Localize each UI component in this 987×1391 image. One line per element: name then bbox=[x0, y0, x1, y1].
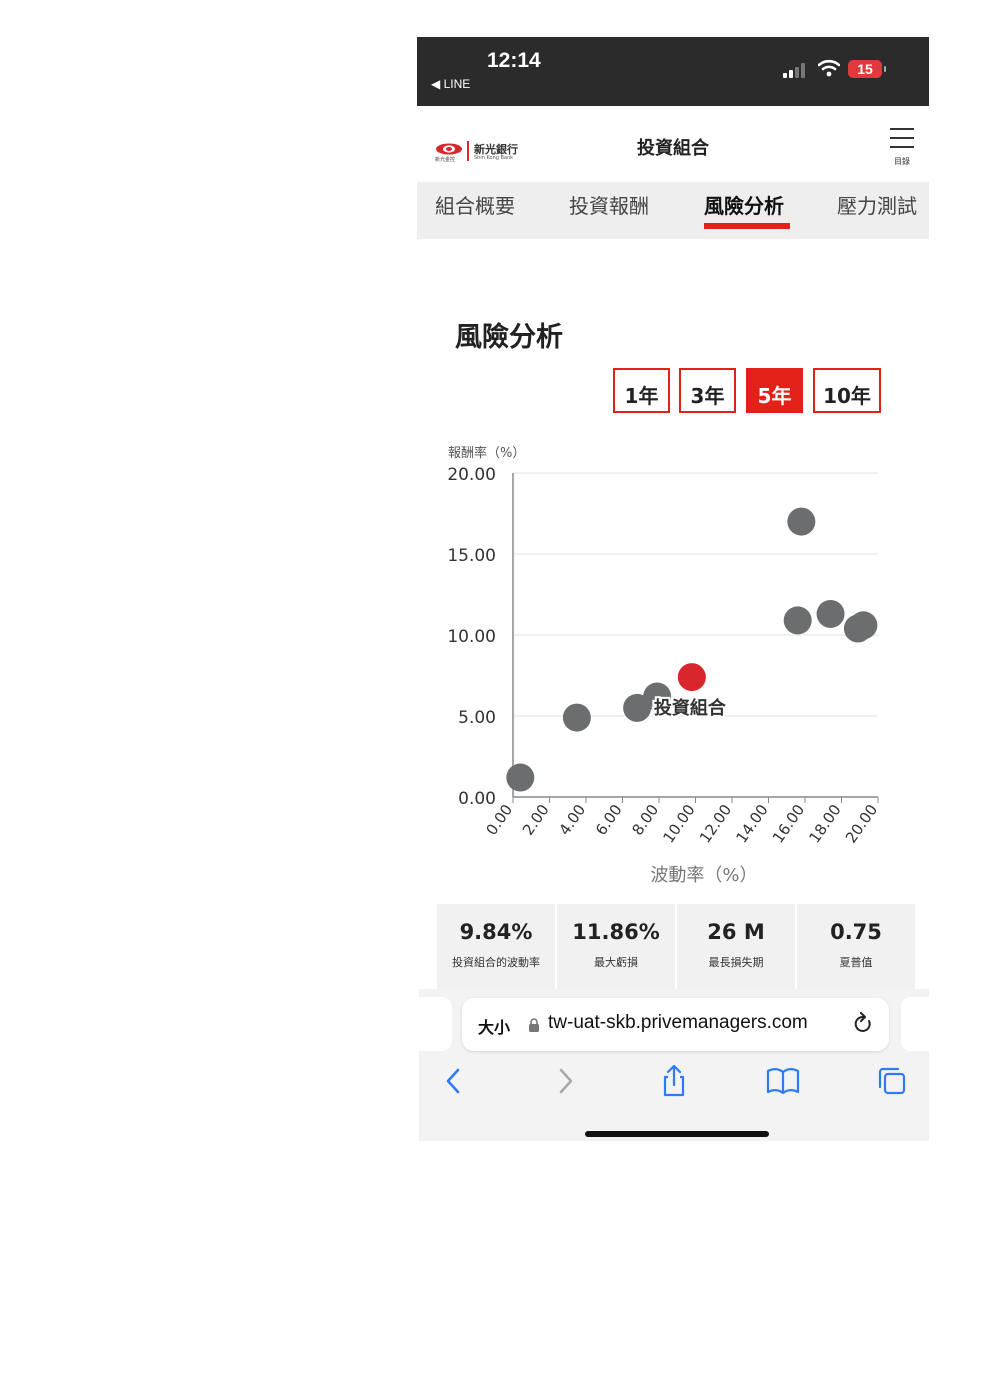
portfolio-point-label: 投資組合 bbox=[654, 697, 727, 719]
stat-label: 最大虧損 bbox=[594, 956, 638, 969]
share-icon[interactable] bbox=[656, 1063, 692, 1099]
shin-kong-bank-logo[interactable]: 新光銀行 Shin Kong Bank 新光金控 bbox=[435, 141, 545, 165]
battery-icon: 15 bbox=[848, 60, 882, 78]
reload-icon[interactable] bbox=[852, 1012, 874, 1036]
y-tick-label: 0.00 bbox=[458, 789, 496, 809]
page-title: 投資組合 bbox=[637, 138, 709, 159]
x-tick-label: 4.00 bbox=[555, 801, 589, 839]
scatter-point bbox=[643, 682, 672, 711]
stat-value: 11.86% bbox=[572, 920, 660, 944]
lock-icon bbox=[529, 1018, 539, 1032]
forward-icon[interactable] bbox=[547, 1063, 583, 1099]
tab-overview[interactable]: 組合概要 bbox=[435, 194, 515, 218]
stat-portfolio-volatility: 9.84% 投資組合的波動率 bbox=[437, 904, 555, 989]
address-bar[interactable]: 大小 tw-uat-skb.privemanagers.com bbox=[462, 998, 889, 1051]
phone-screen: 12:14 ◀ LINE 15 新光銀行 Shin Kong Bank 新光金控… bbox=[417, 37, 929, 1141]
x-tick-label: 2.00 bbox=[519, 801, 553, 839]
x-tick-label: 20.00 bbox=[842, 801, 881, 847]
stat-sharpe-ratio: 0.75 夏普值 bbox=[797, 904, 915, 989]
tab-bar: 組合概要 投資報酬 風險分析 壓力測試 bbox=[417, 182, 929, 239]
tabs-icon[interactable] bbox=[874, 1063, 910, 1099]
y-axis-title: 報酬率（%） bbox=[448, 445, 525, 461]
stat-max-drawdown: 11.86% 最大虧損 bbox=[557, 904, 675, 989]
x-tick-label: 18.00 bbox=[805, 801, 844, 847]
app-header: 新光銀行 Shin Kong Bank 新光金控 投資組合 目錄 bbox=[417, 106, 929, 182]
x-tick-label: 12.00 bbox=[696, 801, 735, 847]
brand-subname: 新光金控 bbox=[435, 157, 456, 163]
x-tick-label: 10.00 bbox=[659, 801, 698, 847]
back-to-app-link[interactable]: ◀ LINE bbox=[431, 77, 471, 91]
y-tick-label: 5.00 bbox=[458, 708, 496, 728]
menu-button[interactable]: 目錄 bbox=[889, 128, 915, 168]
back-icon[interactable] bbox=[436, 1063, 472, 1099]
menu-label: 目錄 bbox=[894, 157, 910, 166]
previous-tab-preview[interactable] bbox=[419, 997, 452, 1051]
y-tick-label: 20.00 bbox=[447, 465, 496, 485]
period-button-3y[interactable]: 3年 bbox=[679, 368, 736, 413]
x-tick-label: 16.00 bbox=[769, 801, 808, 847]
x-tick-label: 8.00 bbox=[628, 801, 662, 839]
y-tick-label: 10.00 bbox=[447, 627, 496, 647]
scatter-point bbox=[849, 611, 878, 640]
stat-value: 26 M bbox=[707, 920, 765, 944]
scatter-point bbox=[816, 599, 845, 628]
tab-returns[interactable]: 投資報酬 bbox=[569, 194, 649, 218]
stat-label: 最長損失期 bbox=[708, 956, 764, 969]
status-time: 12:14 bbox=[487, 49, 541, 72]
active-tab-indicator bbox=[704, 223, 790, 229]
tab-risk-analysis[interactable]: 風險分析 bbox=[704, 194, 784, 218]
period-button-1y[interactable]: 1年 bbox=[613, 368, 670, 413]
bank-logo-icon bbox=[436, 143, 462, 155]
scatter-point bbox=[783, 606, 812, 635]
home-indicator[interactable] bbox=[585, 1131, 769, 1137]
x-tick-label: 14.00 bbox=[732, 801, 771, 847]
portfolio-point bbox=[677, 663, 706, 692]
status-bar: 12:14 ◀ LINE 15 bbox=[417, 37, 929, 106]
brand-name-cn: 新光銀行 bbox=[474, 143, 518, 156]
url-text[interactable]: tw-uat-skb.privemanagers.com bbox=[548, 1012, 808, 1033]
stat-longest-loss-period: 26 M 最長損失期 bbox=[677, 904, 795, 989]
text-size-button[interactable]: 大小 bbox=[478, 1018, 511, 1037]
tab-stress-test[interactable]: 壓力測試 bbox=[837, 194, 917, 218]
y-tick-label: 15.00 bbox=[447, 546, 496, 566]
next-tab-preview[interactable] bbox=[901, 997, 929, 1051]
x-tick-label: 6.00 bbox=[592, 801, 626, 839]
x-axis-title: 波動率（%） bbox=[650, 865, 757, 886]
brand-name-en: Shin Kong Bank bbox=[474, 155, 514, 161]
scatter-point bbox=[562, 703, 591, 732]
stat-label: 夏普值 bbox=[839, 956, 873, 969]
cellular-signal-icon bbox=[783, 62, 809, 78]
period-button-10y[interactable]: 10年 bbox=[813, 368, 881, 413]
wifi-icon bbox=[818, 59, 840, 77]
period-button-5y[interactable]: 5年 bbox=[746, 368, 803, 413]
stat-value: 0.75 bbox=[830, 920, 882, 944]
logo-divider bbox=[467, 141, 469, 161]
section-title: 風險分析 bbox=[455, 322, 563, 353]
scatter-point bbox=[506, 763, 535, 792]
browser-toolbar: 大小 tw-uat-skb.privemanagers.com bbox=[419, 989, 929, 1141]
scatter-point bbox=[787, 507, 816, 536]
stat-label: 投資組合的波動率 bbox=[452, 956, 540, 969]
stat-value: 9.84% bbox=[459, 920, 533, 944]
bookmarks-icon[interactable] bbox=[765, 1063, 801, 1099]
battery-tip bbox=[884, 66, 886, 72]
